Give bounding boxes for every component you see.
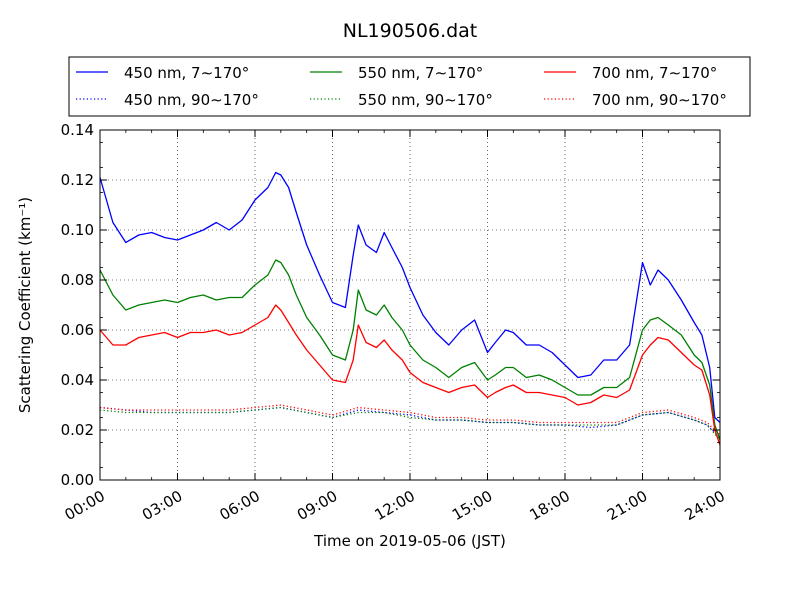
legend-box: [68, 56, 751, 117]
chart-title: NL190506.dat: [343, 20, 478, 42]
grid: [100, 130, 720, 480]
x-tick-label: 21:00: [604, 487, 650, 524]
x-tick-label: 18:00: [527, 487, 573, 524]
legend-label: 450 nm, 90∼170°: [124, 91, 259, 109]
ticks: 0.00 0.02 0.04 0.06 0.08 0.10 0.12 0.14 00:00 03:…: [61, 121, 728, 524]
y-tick-label: 0.10: [61, 221, 94, 239]
x-tick-label: 03:00: [139, 487, 185, 524]
y-tick-label: 0.00: [61, 471, 94, 489]
plot-area: [100, 130, 720, 480]
x-tick-label: 00:00: [62, 487, 108, 524]
x-tick-label: 15:00: [449, 487, 495, 524]
legend-label: 550 nm, 90∼170°: [358, 91, 493, 109]
legend-label: 700 nm, 7∼170°: [592, 64, 717, 82]
x-tick-label: 12:00: [372, 487, 418, 524]
x-tick-label: 09:00: [294, 487, 340, 524]
y-tick-label: 0.04: [61, 371, 94, 389]
series-line-1: [99, 259, 721, 441]
legend-label: 550 nm, 7∼170°: [358, 64, 483, 82]
series-group: [99, 171, 721, 446]
legend-label: 450 nm, 7∼170°: [124, 64, 249, 82]
y-tick-label: 0.12: [61, 171, 94, 189]
x-axis-title: Time on 2019-05-06 (JST): [313, 532, 506, 550]
series-line-0: [99, 171, 721, 423]
y-axis-title: Scattering Coefficient (km⁻¹): [16, 197, 34, 413]
y-tick-label: 0.02: [61, 421, 94, 439]
y-tick-label: 0.08: [61, 271, 94, 289]
y-tick-label: 0.06: [61, 321, 94, 339]
x-tick-label: 24:00: [682, 487, 728, 524]
legend: 450 nm, 7∼170° 550 nm, 7∼170° 700 nm, 7∼17…: [76, 64, 727, 109]
series-line-2: [99, 304, 721, 446]
legend-label: 700 nm, 90∼170°: [592, 91, 727, 109]
x-tick-label: 06:00: [217, 487, 263, 524]
y-tick-label: 0.14: [61, 121, 94, 139]
